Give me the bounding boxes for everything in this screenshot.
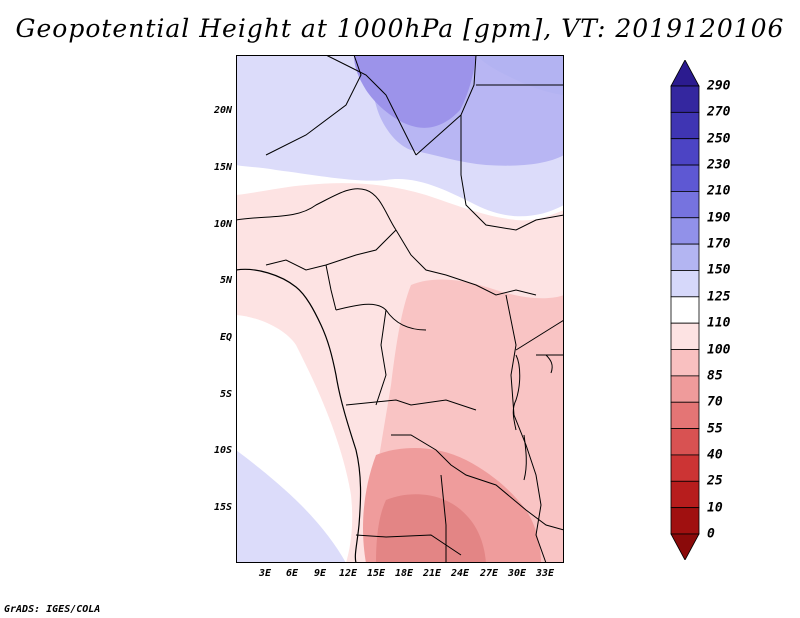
colorbar-label-0: 0 <box>707 526 715 542</box>
colorbar-segment <box>670 375 700 403</box>
colorbar-label-270: 270 <box>707 104 731 120</box>
colorbar-segment <box>670 191 700 219</box>
colorbar-label-290: 290 <box>707 78 731 94</box>
country-borders <box>236 55 564 563</box>
colorbar-segment <box>670 138 700 166</box>
lon-label-27e: 27E <box>479 568 499 579</box>
coastline <box>236 268 362 563</box>
lat-label-5n: 5N <box>219 275 232 286</box>
lon-label-33e: 33E <box>535 568 555 579</box>
lakes <box>512 354 553 481</box>
lon-label-3e: 3E <box>258 568 272 579</box>
colorbar-label-10: 10 <box>707 500 723 516</box>
colorbar-segment <box>670 322 700 350</box>
colorbar-segment <box>670 270 700 298</box>
lon-label-30e: 30E <box>507 568 527 579</box>
colorbar-label-150: 150 <box>707 262 731 278</box>
colorbar-label-40: 40 <box>707 447 723 463</box>
colorbar-label-110: 110 <box>707 315 731 331</box>
colorbar-segment <box>670 111 700 140</box>
contour-south-deepsalmon <box>376 494 486 563</box>
lat-label-eq: EQ <box>219 332 232 343</box>
colorbar-label-190: 190 <box>707 210 731 226</box>
colorbar-segment <box>670 454 700 482</box>
colorbar-segment <box>670 296 700 324</box>
lon-label-18e: 18E <box>394 568 414 579</box>
contour-north-midblue <box>354 55 476 128</box>
colorbar-segment <box>670 349 700 377</box>
colorbar <box>670 60 700 560</box>
colorbar-label-170: 170 <box>707 236 731 252</box>
lon-label-24e: 24E <box>450 568 470 579</box>
lat-label-5s: 5S <box>219 389 232 400</box>
colorbar-segment <box>670 401 700 429</box>
grads-credit: GrADS: IGES/COLA <box>4 604 101 615</box>
colorbar-segment <box>670 164 700 192</box>
colorbar-label-55: 55 <box>707 421 723 437</box>
lat-label-20n: 20N <box>213 105 232 116</box>
colorbar-label-85: 85 <box>707 368 723 384</box>
colorbar-segment <box>670 85 700 113</box>
lat-label-10n: 10N <box>213 219 232 230</box>
colorbar-segment <box>670 217 700 245</box>
lon-label-21e: 21E <box>422 568 442 579</box>
colorbar-segment <box>670 428 700 456</box>
colorbar-label-125: 125 <box>707 289 731 305</box>
colorbar-segment <box>670 60 700 87</box>
lon-label-15e: 15E <box>366 568 386 579</box>
lon-label-9e: 9E <box>313 568 327 579</box>
lon-label-6e: 6E <box>285 568 299 579</box>
map-title: Geopotential Height at 1000hPa [gpm], VT… <box>15 14 785 43</box>
contour-southwest-blue <box>236 450 346 563</box>
colorbar-label-250: 250 <box>707 131 731 147</box>
colorbar-segment <box>670 243 700 271</box>
colorbar-label-210: 210 <box>707 183 731 199</box>
lon-label-12e: 12E <box>338 568 358 579</box>
colorbar-label-100: 100 <box>707 342 731 358</box>
colorbar-segment <box>670 507 700 535</box>
map-panel <box>236 55 564 563</box>
colorbar-segment <box>670 480 700 509</box>
colorbar-label-230: 230 <box>707 157 731 173</box>
colorbar-label-70: 70 <box>707 394 723 410</box>
colorbar-segment <box>670 533 700 560</box>
lat-label-10s: 10S <box>213 445 232 456</box>
lat-label-15s: 15S <box>213 502 232 513</box>
colorbar-label-25: 25 <box>707 473 723 489</box>
lat-label-15n: 15N <box>213 162 232 173</box>
map-frame <box>236 55 564 563</box>
